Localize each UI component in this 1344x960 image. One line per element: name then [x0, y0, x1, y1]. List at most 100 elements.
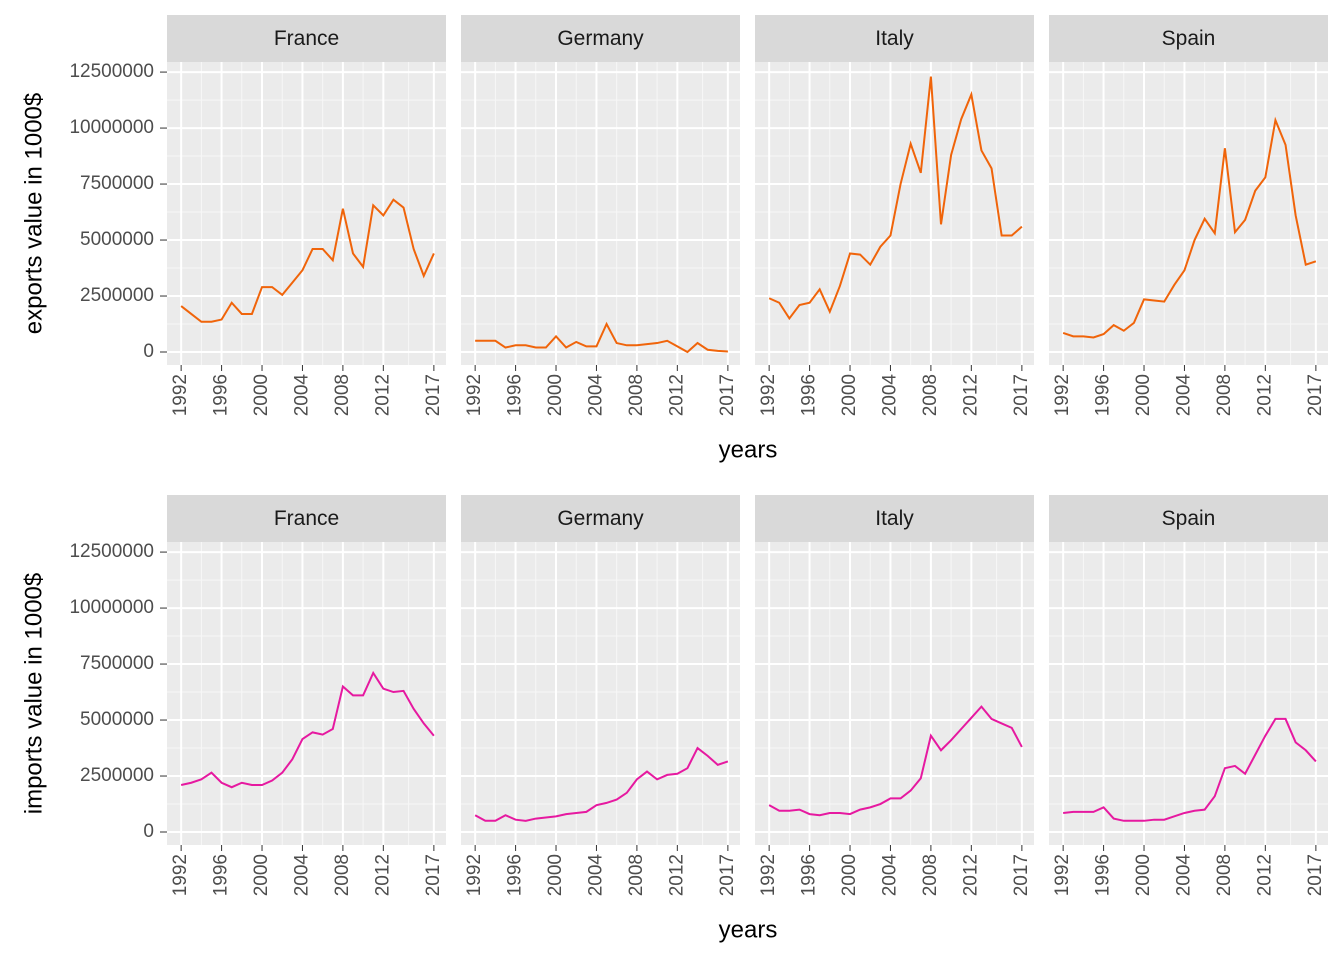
x-tick-label: 2000	[251, 854, 272, 896]
x-tick-label: 1992	[1052, 374, 1073, 416]
panel-background	[755, 542, 1034, 845]
data-line	[474, 746, 729, 822]
y-tick-label: 5000000	[80, 709, 154, 730]
panel-background	[167, 542, 446, 845]
facet-strip	[461, 15, 740, 62]
x-tick-label: 1996	[799, 374, 820, 416]
facet-title: Spain	[1162, 507, 1216, 530]
x-tick-label: 2017	[1305, 374, 1326, 416]
y-tick-label: 10000000	[69, 117, 154, 138]
x-tick-label: 2008	[332, 374, 353, 416]
y-tick-label: 10000000	[69, 597, 154, 618]
facet-strip	[755, 15, 1034, 62]
x-tick-label: 2012	[960, 374, 981, 416]
y-tick-label: 0	[143, 341, 154, 362]
x-tick-label: 2017	[1011, 374, 1032, 416]
facet-title: Germany	[557, 507, 644, 530]
x-tick-label: 1996	[1093, 854, 1114, 896]
facet-title: France	[274, 27, 339, 50]
x-tick-label: 2008	[1214, 854, 1235, 896]
y-tick-label: 12500000	[69, 61, 154, 82]
x-tick-label: 1992	[464, 374, 485, 416]
x-tick-label: 2008	[920, 854, 941, 896]
x-tick-label: 1996	[211, 854, 232, 896]
y-axis-label: exports value in 1000$	[20, 93, 47, 335]
x-tick-label: 2000	[839, 854, 860, 896]
x-tick-label: 2000	[545, 854, 566, 896]
x-tick-label: 2017	[1305, 854, 1326, 896]
facet-strip	[461, 495, 740, 542]
x-tick-label: 1996	[799, 854, 820, 896]
data-line	[1063, 717, 1317, 822]
x-tick-label: 2004	[291, 854, 312, 897]
x-tick-label: 2017	[717, 854, 738, 896]
data-line	[1062, 116, 1317, 339]
facet-strip	[1049, 495, 1328, 542]
x-tick-label: 2004	[879, 374, 900, 417]
data-line	[768, 76, 1023, 321]
y-tick-label: 2500000	[80, 285, 154, 306]
x-tick-label: 1996	[211, 374, 232, 416]
x-tick-label: 2008	[920, 374, 941, 416]
x-axis-label: years	[719, 436, 778, 463]
x-tick-label: 2000	[545, 374, 566, 416]
facet-strip	[1049, 15, 1328, 62]
x-tick-label: 2008	[1214, 374, 1235, 416]
panel-background	[461, 62, 740, 365]
data-line	[180, 670, 435, 789]
x-tick-label: 2017	[423, 854, 444, 896]
x-tick-label: 2004	[291, 374, 312, 417]
panel-background	[167, 62, 446, 365]
facet-title: Italy	[875, 507, 914, 530]
x-tick-label: 2004	[879, 854, 900, 897]
data-line	[180, 198, 435, 323]
x-tick-label: 1992	[170, 854, 191, 896]
x-tick-label: 1992	[170, 374, 191, 416]
x-tick-label: 2017	[1011, 854, 1032, 896]
x-tick-label: 2008	[626, 854, 647, 896]
x-tick-label: 2000	[251, 374, 272, 416]
y-tick-label: 2500000	[80, 765, 154, 786]
y-tick-label: 0	[143, 821, 154, 842]
y-tick-label: 7500000	[80, 653, 154, 674]
x-tick-label: 2004	[585, 374, 606, 417]
x-tick-label: 2012	[666, 374, 687, 416]
facet-strip	[755, 495, 1034, 542]
x-tick-label: 2012	[960, 854, 981, 896]
x-tick-label: 2017	[717, 374, 738, 416]
x-tick-label: 2012	[1254, 854, 1275, 896]
y-tick-label: 5000000	[80, 229, 154, 250]
x-tick-label: 2000	[1133, 374, 1154, 416]
x-tick-label: 2004	[585, 854, 606, 897]
panel-background	[1049, 542, 1328, 845]
x-tick-label: 2017	[423, 374, 444, 416]
facet-title: France	[274, 507, 339, 530]
x-tick-label: 1992	[1052, 854, 1073, 896]
y-tick-label: 12500000	[69, 541, 154, 562]
data-line	[475, 321, 728, 354]
x-axis-label: years	[719, 916, 778, 943]
x-tick-label: 1992	[464, 854, 485, 896]
x-tick-label: 2000	[839, 374, 860, 416]
data-line	[768, 705, 1023, 817]
x-tick-label: 2012	[666, 854, 687, 896]
x-tick-label: 2004	[1173, 374, 1194, 417]
facet-strip	[167, 495, 446, 542]
x-tick-label: 2012	[372, 854, 393, 896]
x-tick-label: 1992	[758, 374, 779, 416]
panel-background	[1049, 62, 1328, 365]
y-tick-label: 7500000	[80, 173, 154, 194]
x-tick-label: 2012	[1254, 374, 1275, 416]
y-axis-label: imports value in 1000$	[20, 573, 47, 814]
x-tick-label: 2000	[1133, 854, 1154, 896]
x-tick-label: 2004	[1173, 854, 1194, 897]
x-tick-label: 1996	[505, 854, 526, 896]
facet-strip	[167, 15, 446, 62]
x-tick-label: 1996	[1093, 374, 1114, 416]
x-tick-label: 2012	[372, 374, 393, 416]
panel-background	[461, 542, 740, 845]
x-tick-label: 2008	[332, 854, 353, 896]
facet-title: Germany	[557, 27, 644, 50]
x-tick-label: 2008	[626, 374, 647, 416]
